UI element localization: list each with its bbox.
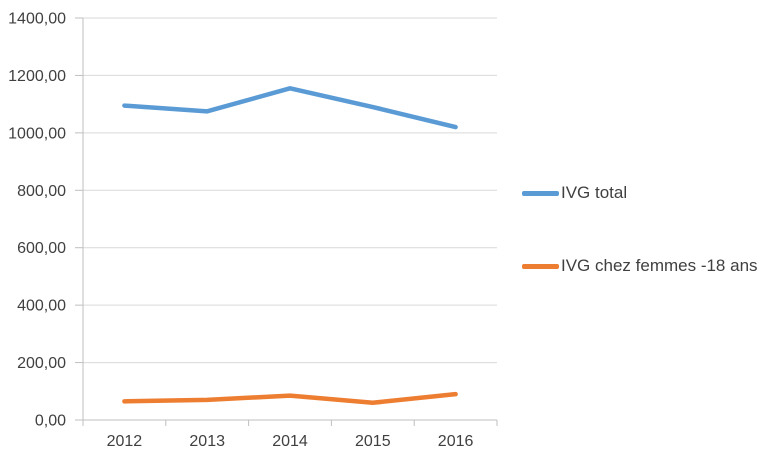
- y-axis-tick-label: 1200,00: [8, 68, 66, 85]
- series-line-0[interactable]: [122, 86, 458, 130]
- legend-label-ivg-total: IVG total: [561, 183, 628, 202]
- y-axis-tick-label: 1000,00: [8, 125, 66, 142]
- x-axis-tick-label: 2013: [189, 433, 225, 450]
- legend-item-ivg-moins-18[interactable]: IVG chez femmes -18 ans: [522, 256, 758, 276]
- y-axis-tick-label: 0,00: [35, 413, 66, 430]
- series-line-1[interactable]: [122, 391, 458, 406]
- y-axis-tick-label: 800,00: [17, 183, 66, 200]
- legend-swatch-ivg-moins-18: [522, 263, 559, 269]
- x-axis-tick-label: 2014: [272, 433, 308, 450]
- y-axis-tick-label: 600,00: [17, 240, 66, 257]
- legend-label-ivg-moins-18: IVG chez femmes -18 ans: [561, 256, 758, 275]
- legend-item-ivg-total[interactable]: IVG total: [522, 183, 627, 203]
- y-axis-tick-label: 200,00: [17, 355, 66, 372]
- x-axis-tick-label: 2016: [438, 433, 474, 450]
- x-axis-tick-label: 2012: [107, 433, 143, 450]
- y-axis-tick-label: 1400,00: [8, 11, 66, 28]
- x-axis-tick-label: 2015: [355, 433, 391, 450]
- legend-swatch-ivg-total: [522, 190, 559, 196]
- y-axis-tick-label: 400,00: [17, 298, 66, 315]
